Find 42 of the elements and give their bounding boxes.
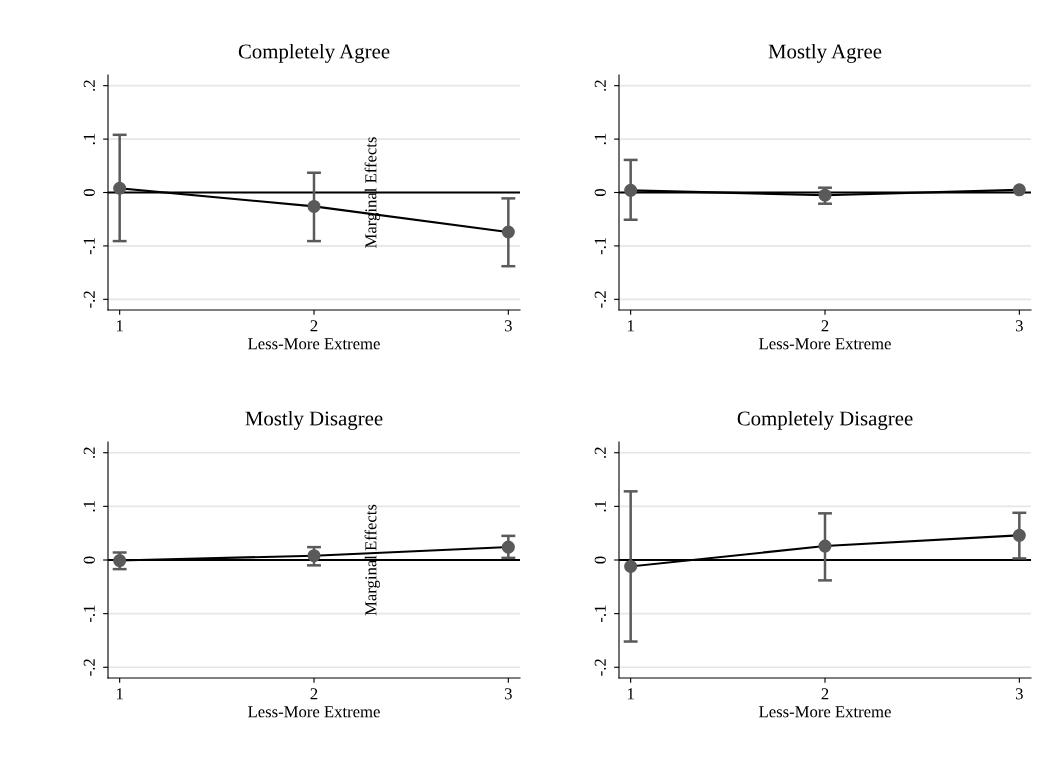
x-tick-label: 3	[1015, 688, 1023, 700]
x-tick-label: 2	[821, 688, 829, 700]
chart-title: Completely Agree	[238, 43, 390, 63]
y-axis-title: Marginal Effects	[364, 137, 380, 248]
y-tick-label: 0	[594, 556, 606, 564]
y-tick-label: 0	[83, 556, 95, 564]
x-tick-label: 1	[116, 320, 123, 332]
x-tick-label: 2	[310, 320, 318, 332]
chart-title: Mostly Agree	[768, 43, 882, 63]
y-tick-label: -.2	[594, 659, 606, 676]
y-tick-label: .2	[83, 447, 95, 458]
x-tick-label: 3	[504, 688, 512, 700]
chart-title: Completely Disagree	[737, 410, 913, 430]
y-tick-label: .2	[83, 80, 95, 91]
y-tick-label: .2	[594, 447, 606, 458]
x-axis-title: Less-More Extreme	[248, 706, 380, 718]
y-tick-label: -.1	[83, 605, 95, 623]
y-axis-title: Marginal Effects	[364, 504, 380, 616]
x-axis-title: Less-More Extreme	[759, 706, 891, 718]
x-axis-title: Less-More Extreme	[248, 338, 380, 350]
x-axis-title: Less-More Extreme	[759, 338, 891, 350]
x-tick-label: 3	[504, 320, 512, 332]
x-tick-label: 1	[627, 320, 634, 332]
x-tick-label: 1	[627, 688, 634, 700]
y-tick-label: -.1	[594, 237, 606, 255]
x-tick-label: 2	[821, 320, 829, 332]
x-tick-label: 2	[310, 688, 318, 700]
y-tick-label: 0	[83, 188, 95, 197]
y-tick-label: .1	[83, 133, 95, 145]
y-tick-label: -.2	[83, 291, 95, 308]
y-tick-label: .2	[594, 80, 606, 91]
y-tick-label: 0	[594, 188, 606, 197]
y-tick-label: -.2	[83, 659, 95, 676]
y-tick-label: .1	[594, 133, 606, 145]
y-tick-label: .1	[83, 501, 95, 512]
y-tick-label: -.1	[594, 605, 606, 623]
x-tick-label: 3	[1015, 320, 1023, 332]
chart-title: Mostly Disagree	[245, 410, 383, 430]
x-tick-label: 1	[116, 688, 123, 700]
y-tick-label: -.1	[83, 237, 95, 255]
y-tick-label: -.2	[594, 291, 606, 308]
y-tick-label: .1	[594, 501, 606, 512]
